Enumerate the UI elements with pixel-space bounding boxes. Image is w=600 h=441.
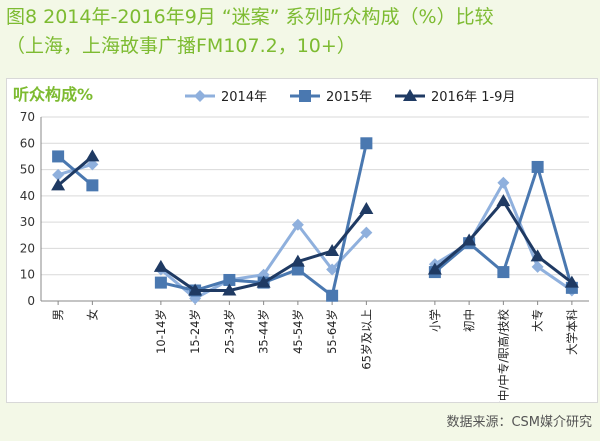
x-tick-label: 65岁及以上: [359, 309, 373, 370]
data-point-square: [360, 137, 373, 150]
data-point-triangle: [85, 149, 100, 162]
x-tick-label: 15-24岁: [188, 309, 202, 354]
y-tick-label: 30: [20, 215, 35, 229]
x-tick-label: 45-54岁: [291, 309, 305, 354]
chart-title: 听众构成%: [13, 85, 93, 104]
y-tick-label: 50: [20, 163, 35, 177]
x-tick-label: 女: [85, 309, 99, 321]
x-tick-label: 初中: [462, 309, 476, 332]
x-tick-label: 高中/中专/职高/技校: [496, 309, 510, 402]
data-point-diamond: [531, 260, 544, 273]
data-point-diamond: [497, 176, 510, 189]
y-tick-label: 70: [20, 110, 35, 124]
series-layer: [51, 137, 579, 305]
grid-lines: [41, 116, 589, 302]
data-point-square: [299, 90, 311, 102]
legend-item: 2015年: [290, 90, 372, 105]
data-point-diamond: [291, 218, 304, 231]
series-square: [52, 137, 578, 302]
data-point-triangle: [530, 249, 545, 262]
x-tick-label: 大专: [531, 309, 545, 332]
data-point-triangle: [427, 262, 442, 275]
data-point-triangle: [51, 178, 66, 191]
legend-label: 2014年: [221, 90, 267, 105]
y-tick-label: 0: [27, 294, 35, 308]
x-tick-label: 55-64岁: [325, 309, 339, 354]
chart-legend: 2014年 2015年 2016年 1-9月: [185, 89, 515, 105]
data-point-square: [154, 276, 167, 289]
data-point-diamond: [360, 226, 373, 239]
data-point-square: [223, 273, 236, 286]
y-tick-label: 60: [20, 136, 35, 150]
legend-label: 2016年 1-9月: [431, 90, 515, 105]
legend-item: 2014年: [185, 90, 267, 105]
data-point-triangle: [290, 254, 305, 267]
data-point-triangle: [496, 194, 511, 207]
data-point-triangle: [256, 275, 271, 288]
x-tick-label: 大学本科: [565, 309, 579, 355]
data-point-triangle: [359, 202, 374, 214]
figure-subtitle: （上海，上海故事广播FM107.2，10+）: [6, 35, 356, 57]
chart-area: 听众构成% 2014年 2015年 2016年 1-9月 0 10 20 30 40 50 60…: [6, 78, 598, 413]
data-point-triangle: [153, 259, 168, 272]
y-tick-label: 10: [20, 268, 35, 282]
x-tick-label: 35-44岁: [257, 309, 271, 354]
data-point-diamond: [52, 168, 65, 181]
data-point-square: [52, 150, 65, 163]
line-chart: 听众构成% 2014年 2015年 2016年 1-9月 0 10 20 30 40 50 60…: [13, 85, 589, 413]
x-tick-label: 25-34岁: [222, 309, 236, 354]
y-tick-label: 40: [20, 189, 35, 203]
data-point-square: [531, 160, 544, 173]
data-point-square: [326, 289, 339, 302]
series-triangle: [51, 149, 579, 296]
data-point-triangle: [325, 244, 340, 257]
x-tick-label: 男: [51, 309, 65, 321]
data-point-triangle: [403, 89, 417, 101]
data-point-triangle: [222, 283, 237, 296]
legend-label: 2015年: [326, 90, 372, 105]
data-point-triangle: [564, 275, 579, 288]
data-point-triangle: [188, 283, 203, 296]
data-point-diamond: [257, 268, 270, 281]
data-point-square: [86, 179, 99, 192]
x-tick-label: 小学: [428, 309, 442, 332]
data-source-note: 数据来源：CSM媒介研究: [446, 415, 592, 430]
data-point-square: [497, 266, 510, 279]
figure-title: 图8 2014年-2016年9月 “迷案” 系列听众构成（%）比较: [6, 6, 494, 28]
legend-item: 2016年 1-9月: [395, 89, 515, 105]
y-axis: 0 10 20 30 40 50 60 70: [20, 110, 42, 308]
data-point-diamond: [326, 263, 339, 276]
data-point-diamond: [194, 90, 206, 102]
y-tick-label: 20: [20, 241, 35, 255]
data-point-triangle: [462, 233, 477, 246]
x-axis: 男 女 10-14岁 15-24岁 25-34岁 35-44岁 45-54岁 55-64岁 65…: [51, 301, 579, 413]
x-tick-label: 10-14岁: [154, 309, 168, 354]
